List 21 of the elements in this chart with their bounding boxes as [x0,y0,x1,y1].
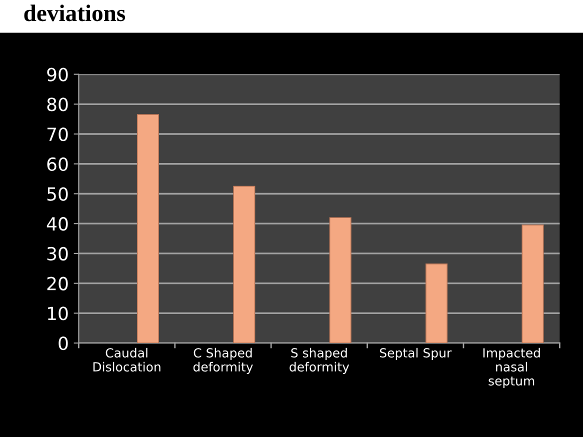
x-tick-label: Impacted nasal septum [483,348,540,388]
y-tick-label: 0 [58,336,68,350]
y-tick-label: 80 [47,98,68,112]
y-tick-label: 40 [46,217,68,231]
x-tick-label: Caudal Dislocation [93,348,160,372]
y-tick-label: 50 [47,187,68,201]
y-tick-label: 60 [47,157,68,171]
y-tick-label: 10 [48,306,68,320]
bar [329,217,352,344]
bar [136,114,159,344]
y-tick-label: 20 [47,276,68,290]
x-tick-label: Septal Spur [380,348,452,360]
x-tick-label: S shaped deformity [290,348,350,374]
y-tick-label: 70 [47,127,68,142]
y-tick-label: 90 [47,68,68,82]
y-tick-label: 30 [47,246,68,261]
chart-title: deviations [24,4,126,22]
x-tick-label: C Shaped deformity [193,348,253,374]
bar [233,186,256,344]
bar [522,224,544,344]
bar [426,263,448,344]
